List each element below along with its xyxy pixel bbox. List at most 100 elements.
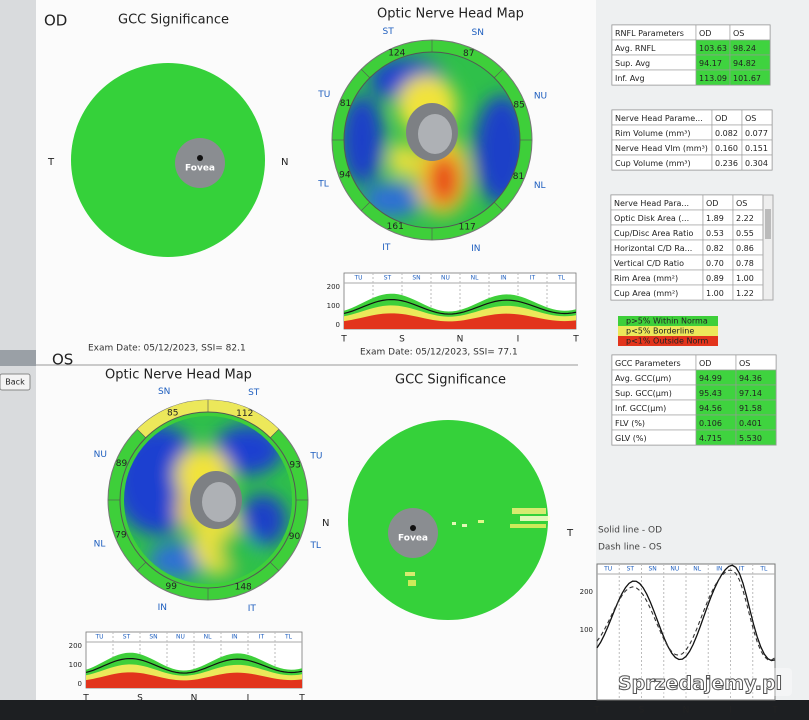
gcc-map xyxy=(348,420,548,620)
table-header: GCC Parameters xyxy=(615,359,681,368)
table-value: Inf. Avg xyxy=(615,74,645,83)
sector-name: TL xyxy=(317,179,329,189)
sector-name: NL xyxy=(94,539,106,549)
tsnit-line xyxy=(85,657,303,674)
legend-swatch xyxy=(618,326,718,336)
gcc-speck xyxy=(520,516,550,521)
tsnit-sector: SN xyxy=(149,634,157,641)
tsnit-line xyxy=(343,298,577,315)
heat-blob xyxy=(344,95,384,185)
comparison-sector: ST xyxy=(627,566,635,573)
table-value: 0.077 xyxy=(745,129,768,138)
table-value: 0.401 xyxy=(739,419,762,428)
tsnit-sector: ST xyxy=(123,634,131,641)
gcc-title: GCC Significance xyxy=(118,13,229,28)
table-value: 94.36 xyxy=(739,374,762,383)
table-value: Inf. GCC(μm) xyxy=(615,404,666,413)
table-header: OS xyxy=(736,199,747,208)
sector-name: IN xyxy=(158,603,167,613)
sector-divider xyxy=(361,202,370,211)
tsnit-sector: SN xyxy=(412,275,420,282)
optic-cup xyxy=(418,114,452,154)
tsnit-sector: NU xyxy=(176,634,185,641)
tsnit-x-label: I xyxy=(517,335,520,345)
axis-letter: N xyxy=(281,157,288,168)
legend-swatch xyxy=(618,316,718,326)
table-value: Nerve Head Vlm (mm³) xyxy=(615,144,708,153)
tsnit-y-label: 200 xyxy=(69,642,82,650)
comparison-note: Dash line - OS xyxy=(598,543,662,553)
table-header: OS xyxy=(739,359,750,368)
table-value: 0.304 xyxy=(745,159,768,168)
table-value: 97.14 xyxy=(739,389,762,398)
comparison-note: Solid line - OD xyxy=(598,526,662,536)
tsnit-y-label: 0 xyxy=(336,321,340,329)
comparison-x-label: I xyxy=(729,706,732,716)
sector-value: 79 xyxy=(115,531,127,541)
od-curve xyxy=(596,564,776,662)
sector-name: NL xyxy=(534,181,546,191)
tsnit-sector: IT xyxy=(530,275,536,282)
os-curve xyxy=(596,569,776,661)
onh-ring-borderline xyxy=(137,399,279,438)
sector-value: 89 xyxy=(116,459,128,469)
back-button[interactable] xyxy=(0,373,31,391)
gcc-speck xyxy=(408,580,416,586)
table-value: 0.236 xyxy=(715,159,738,168)
sidebar-bar xyxy=(0,350,36,366)
table-header: Nerve Head Parame... xyxy=(615,114,703,123)
legend-label: p<5% Borderline xyxy=(626,327,694,336)
table-header: OS xyxy=(733,29,744,38)
sector-value: 93 xyxy=(289,460,300,470)
fovea-center xyxy=(410,525,416,531)
comparison-y-label: 100 xyxy=(580,626,593,634)
sector-name: SN xyxy=(158,387,170,397)
gcc-speck xyxy=(510,524,546,528)
table-cell xyxy=(729,69,771,86)
legend-label: p<1% Outside Norm xyxy=(626,337,708,346)
tsnit-band xyxy=(344,313,576,329)
tsnit-band xyxy=(86,672,302,688)
heat-blob xyxy=(239,494,287,546)
fovea-zone xyxy=(175,138,225,188)
table-value: Avg. RNFL xyxy=(615,44,656,53)
legend-label: p>5% Within Norma xyxy=(626,317,708,326)
table-value: Rim Area (mm²) xyxy=(614,274,678,283)
sector-value: 94 xyxy=(339,171,351,181)
table-value: Cup Volume (mm³) xyxy=(615,159,691,168)
gcc-speck xyxy=(462,524,467,527)
tsnit-x-label: N xyxy=(457,335,464,345)
table-value: Sup. GCC(μm) xyxy=(615,389,672,398)
onh-title: Optic Nerve Head Map xyxy=(377,7,524,22)
table-value: Optic Disk Area (... xyxy=(614,214,689,223)
table-value: 103.63 xyxy=(699,44,727,53)
table-cell xyxy=(741,154,773,171)
fovea-center xyxy=(197,155,203,161)
table-value: Vertical C/D Ratio xyxy=(614,259,684,268)
table-value: 0.89 xyxy=(706,274,724,283)
tsnit-sector: IN xyxy=(500,275,506,282)
table-value: 91.58 xyxy=(739,404,762,413)
comparison-y-label: 200 xyxy=(580,588,593,596)
tsnit-x-label: T xyxy=(572,335,579,345)
back-label[interactable]: Back xyxy=(5,378,25,387)
sector-name: SN xyxy=(471,28,483,38)
sector-divider xyxy=(494,202,503,211)
sector-name: TL xyxy=(309,541,321,551)
eye-label: OS xyxy=(52,351,73,369)
tsnit-y-label: 200 xyxy=(327,283,340,291)
gcc-speck xyxy=(512,508,546,514)
table-value: 101.67 xyxy=(733,74,761,83)
sector-divider xyxy=(494,69,503,78)
sector-value: 161 xyxy=(387,222,404,232)
table-value: 94.99 xyxy=(699,374,722,383)
tsnit-sector: IT xyxy=(259,634,265,641)
tsnit-x-label: S xyxy=(137,694,143,704)
table-value: Sup. Avg xyxy=(615,59,650,68)
tsnit-y-label: 0 xyxy=(78,680,82,688)
sector-value: 124 xyxy=(388,48,405,58)
table-value: Avg. GCC(μm) xyxy=(615,374,671,383)
table-value: Cup/Disc Area Ratio xyxy=(614,229,694,238)
heat-blob xyxy=(428,154,460,206)
